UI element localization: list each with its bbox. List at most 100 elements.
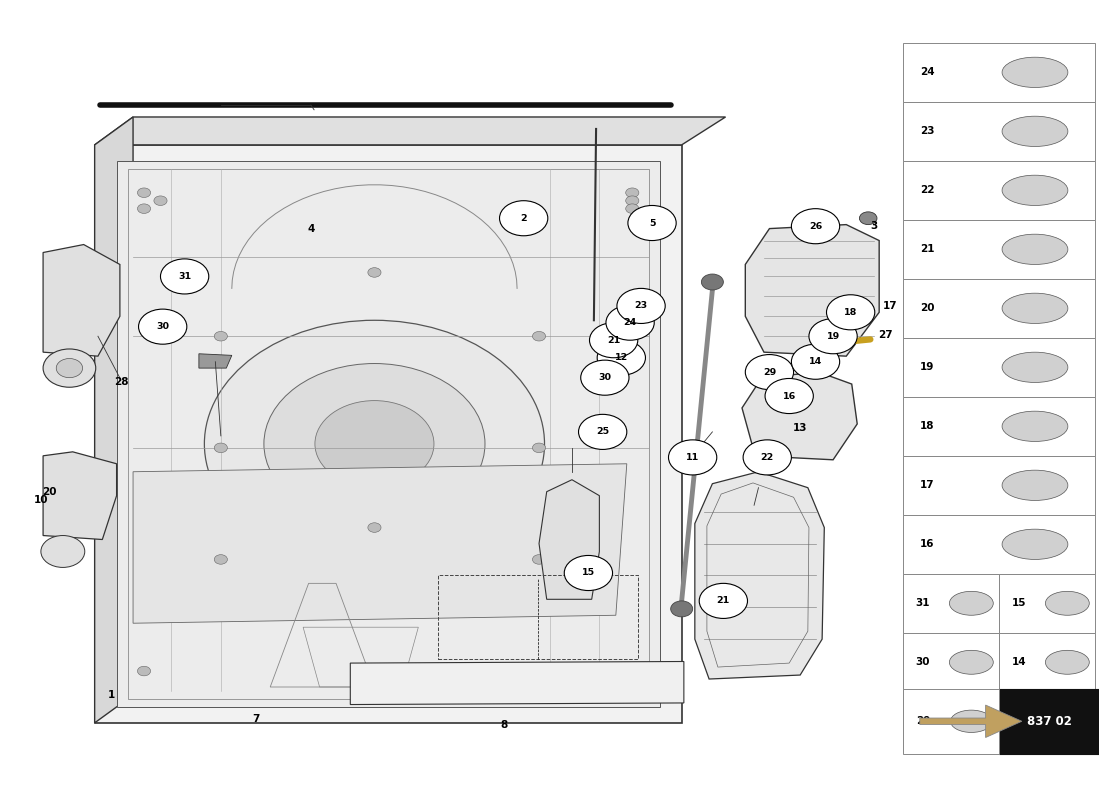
Circle shape — [669, 440, 717, 475]
Ellipse shape — [1002, 411, 1068, 442]
Text: 24: 24 — [920, 67, 935, 78]
Circle shape — [532, 443, 546, 453]
Circle shape — [746, 354, 793, 390]
Text: 26: 26 — [808, 222, 822, 230]
Circle shape — [626, 666, 639, 676]
Circle shape — [579, 414, 627, 450]
FancyBboxPatch shape — [903, 279, 1096, 338]
Ellipse shape — [1045, 591, 1089, 615]
Text: 24: 24 — [624, 318, 637, 327]
Circle shape — [564, 555, 613, 590]
FancyBboxPatch shape — [903, 574, 999, 633]
Text: 16: 16 — [782, 391, 795, 401]
Text: 14: 14 — [1012, 658, 1026, 667]
FancyBboxPatch shape — [999, 689, 1099, 754]
Ellipse shape — [1002, 529, 1068, 559]
Ellipse shape — [1002, 352, 1068, 382]
Circle shape — [826, 294, 875, 330]
Circle shape — [626, 204, 639, 214]
Text: 10: 10 — [34, 494, 48, 505]
Text: 17: 17 — [883, 301, 898, 311]
Text: 15: 15 — [582, 569, 595, 578]
Circle shape — [138, 666, 151, 676]
Text: 17: 17 — [920, 480, 935, 490]
Text: 837 02: 837 02 — [1026, 715, 1071, 728]
Circle shape — [744, 440, 791, 475]
FancyBboxPatch shape — [903, 43, 1096, 102]
Circle shape — [154, 196, 167, 206]
FancyBboxPatch shape — [903, 689, 999, 754]
FancyBboxPatch shape — [903, 692, 999, 750]
Polygon shape — [95, 117, 726, 145]
Text: 19: 19 — [826, 332, 839, 341]
Circle shape — [56, 358, 82, 378]
Text: 23: 23 — [635, 302, 648, 310]
Circle shape — [808, 318, 857, 354]
Circle shape — [161, 259, 209, 294]
Ellipse shape — [1002, 470, 1068, 501]
Text: 22: 22 — [760, 453, 774, 462]
Circle shape — [205, 320, 544, 567]
Text: 11: 11 — [686, 453, 700, 462]
Ellipse shape — [950, 710, 992, 733]
Text: 30: 30 — [598, 373, 612, 382]
Circle shape — [606, 305, 654, 340]
Text: 2: 2 — [520, 214, 527, 222]
Ellipse shape — [1002, 175, 1068, 206]
Polygon shape — [43, 452, 117, 539]
FancyBboxPatch shape — [999, 574, 1096, 633]
Text: 3: 3 — [870, 222, 878, 231]
Polygon shape — [350, 662, 684, 705]
Polygon shape — [43, 245, 120, 356]
Circle shape — [532, 554, 546, 564]
Text: 21: 21 — [717, 596, 730, 606]
Circle shape — [41, 535, 85, 567]
Circle shape — [367, 268, 381, 278]
Circle shape — [214, 443, 228, 453]
Text: 8: 8 — [500, 720, 507, 730]
Circle shape — [264, 363, 485, 524]
FancyBboxPatch shape — [903, 515, 1096, 574]
Circle shape — [139, 309, 187, 344]
Text: 7: 7 — [252, 714, 260, 724]
Circle shape — [791, 209, 839, 244]
Circle shape — [626, 196, 639, 206]
Text: 5: 5 — [649, 218, 656, 227]
Circle shape — [367, 522, 381, 532]
Text: 21: 21 — [607, 336, 620, 345]
Circle shape — [214, 331, 228, 341]
FancyBboxPatch shape — [903, 161, 1096, 220]
Text: 21: 21 — [921, 244, 935, 254]
FancyBboxPatch shape — [903, 102, 1096, 161]
Circle shape — [43, 349, 96, 387]
Text: 27: 27 — [879, 330, 893, 340]
Circle shape — [700, 583, 748, 618]
Text: Eurospares: Eurospares — [177, 299, 660, 374]
Polygon shape — [920, 705, 1022, 738]
Ellipse shape — [949, 591, 993, 615]
FancyBboxPatch shape — [903, 456, 1096, 515]
Text: 20: 20 — [921, 303, 935, 314]
Circle shape — [138, 204, 151, 214]
Circle shape — [671, 601, 693, 617]
Text: 1: 1 — [108, 690, 114, 700]
Circle shape — [597, 340, 646, 375]
Polygon shape — [539, 480, 600, 599]
FancyBboxPatch shape — [903, 220, 1096, 279]
Text: 25: 25 — [596, 427, 609, 436]
Text: 28: 28 — [113, 378, 129, 387]
Polygon shape — [746, 225, 879, 356]
Ellipse shape — [949, 650, 993, 674]
Circle shape — [702, 274, 724, 290]
Text: 30: 30 — [156, 322, 169, 331]
Text: 16: 16 — [921, 539, 935, 550]
Text: 31: 31 — [916, 598, 931, 608]
Ellipse shape — [1002, 234, 1068, 265]
Circle shape — [214, 554, 228, 564]
Ellipse shape — [1045, 650, 1089, 674]
Circle shape — [315, 401, 434, 487]
Text: 22: 22 — [921, 186, 935, 195]
Polygon shape — [95, 145, 682, 723]
Text: 29: 29 — [762, 367, 777, 377]
Text: 23: 23 — [921, 126, 935, 136]
